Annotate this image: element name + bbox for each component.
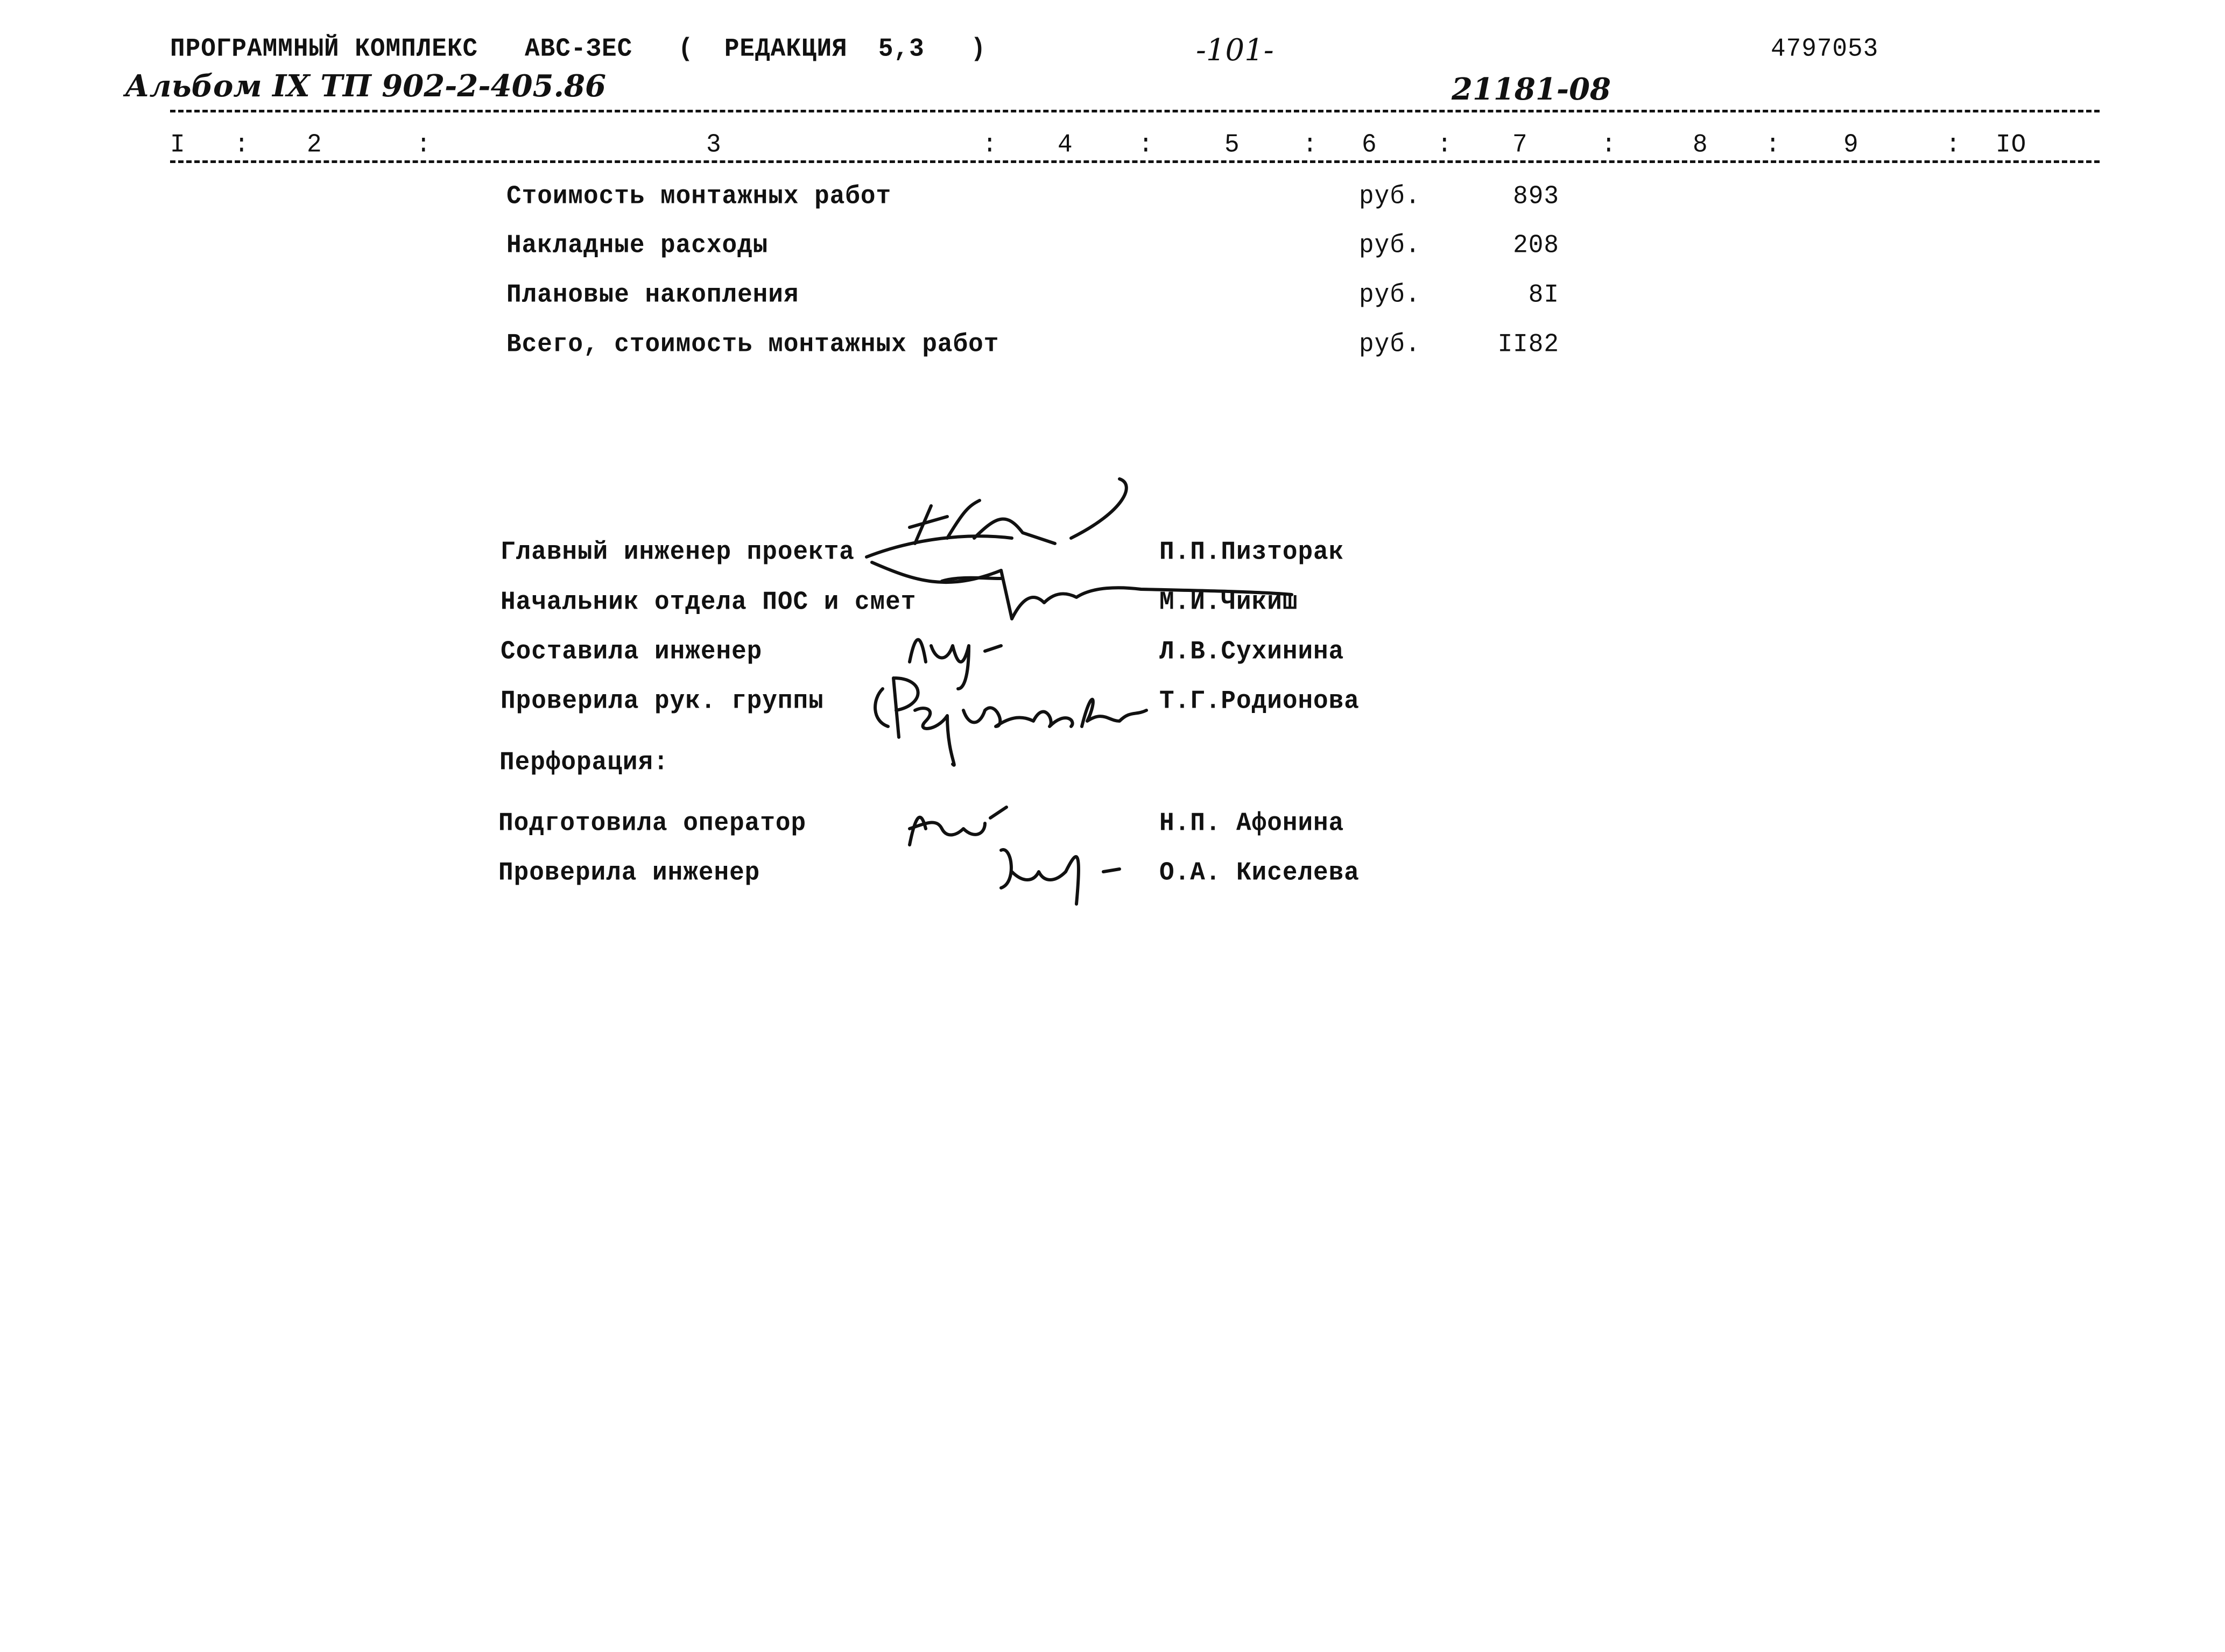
signer-name: Т.Г.Родионова <box>1159 686 1360 716</box>
column-number: 5 <box>1224 130 1240 160</box>
divider <box>170 160 2100 163</box>
row-label: Всего, стоимость монтажных работ <box>506 329 999 359</box>
column-number: 4 <box>1058 130 1073 160</box>
row-unit: руб. <box>1359 181 1421 211</box>
signature-department-head <box>940 569 1293 620</box>
signer-name: О.А. Киселева <box>1159 858 1360 888</box>
signer-name: П.П.Пизторак <box>1159 537 1344 567</box>
signer-role: Подготовила оператор <box>498 808 807 838</box>
row-value: II82 <box>1497 329 1559 359</box>
edition: ( РЕДАКЦИЯ 5,3 ) <box>678 34 987 64</box>
column-separator: : <box>1765 130 1781 160</box>
column-number: 8 <box>1693 130 1708 160</box>
album-reference: Альбом IX ТП 902-2-405.86 <box>125 68 606 104</box>
column-number: 7 <box>1512 130 1528 160</box>
signer-role: Проверила рук. группы <box>501 686 824 716</box>
signer-role: Главный инженер проекта <box>501 537 855 567</box>
column-separator: : <box>1302 130 1318 160</box>
row-value: 893 <box>1513 181 1559 211</box>
program-title: ПРОГРАММНЫЙ КОМПЛЕКС <box>170 34 478 64</box>
signer-role: Проверила инженер <box>498 858 761 888</box>
perforation-label: Перфорация: <box>499 747 669 778</box>
signature-inspector <box>999 848 1121 906</box>
row-unit: руб. <box>1359 329 1421 359</box>
system-name: АВС-ЗЕС <box>525 34 633 64</box>
column-separator: : <box>982 130 998 160</box>
divider <box>170 110 2100 112</box>
column-separator: : <box>1138 130 1154 160</box>
column-separator: : <box>1437 130 1453 160</box>
column-separator: : <box>416 130 432 160</box>
signer-name: Н.П. Афонина <box>1159 808 1344 838</box>
column-number: 2 <box>307 130 322 160</box>
column-number: 9 <box>1843 130 1859 160</box>
document-code: 4797053 <box>1771 34 1879 64</box>
signer-role: Начальник отдела ПОС и смет <box>501 587 917 617</box>
column-number: IO <box>1996 130 2027 160</box>
row-label: Плановые накопления <box>506 280 799 310</box>
column-separator: : <box>1946 130 1961 160</box>
column-separator: : <box>1601 130 1617 160</box>
column-number: 6 <box>1362 130 1377 160</box>
signature-compiled-engineer <box>908 638 1003 690</box>
column-number: 3 <box>706 130 722 160</box>
column-number: I <box>170 130 186 160</box>
row-value: 8I <box>1528 280 1559 310</box>
row-value: 208 <box>1513 230 1559 260</box>
row-label: Накладные расходы <box>506 230 769 260</box>
row-label: Стоимость монтажных работ <box>506 181 892 211</box>
signer-role: Составила инженер <box>501 637 763 667</box>
column-separator: : <box>234 130 250 160</box>
signature-group-head <box>874 676 1148 767</box>
row-unit: руб. <box>1359 280 1421 310</box>
signature-operator <box>908 806 1008 846</box>
row-unit: руб. <box>1359 230 1421 260</box>
signature-chief-engineer <box>865 477 1128 584</box>
signer-name: Л.В.Сухинина <box>1159 637 1344 667</box>
doc-number: 21181-08 <box>1452 72 1611 107</box>
page-number: -101- <box>1196 33 1274 68</box>
